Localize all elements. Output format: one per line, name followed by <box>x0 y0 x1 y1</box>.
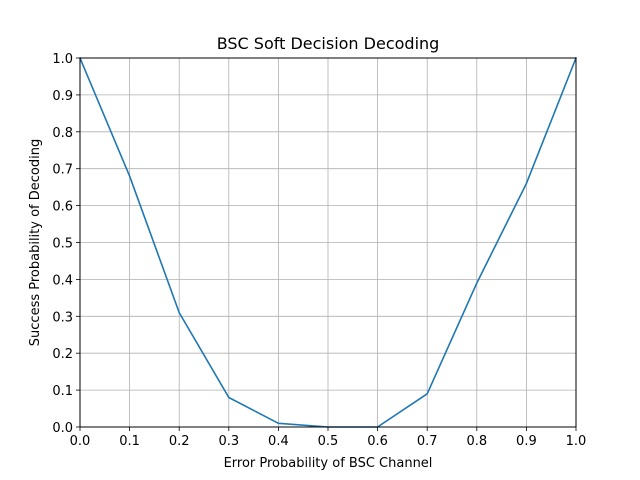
y-axis-label: Success Probability of Decoding <box>28 139 43 346</box>
y-tick-label: 1.0 <box>52 52 73 67</box>
x-tick-label: 0.9 <box>516 434 537 449</box>
x-tick-label: 0.1 <box>119 434 140 449</box>
x-tick-label: 1.0 <box>566 434 587 449</box>
x-tick-label: 0.2 <box>169 434 190 449</box>
y-tick-label: 0.3 <box>52 310 73 325</box>
y-tick-label: 0.2 <box>52 347 73 362</box>
x-tick-label: 0.7 <box>417 434 438 449</box>
y-tick-label: 0.6 <box>52 200 73 215</box>
x-tick-label: 0.8 <box>466 434 487 449</box>
x-tick-label: 0.5 <box>318 434 339 449</box>
x-tick-label: 0.0 <box>70 434 91 449</box>
y-tick-label: 0.1 <box>52 384 73 399</box>
y-tick-label: 0.0 <box>52 421 73 436</box>
y-tick-label: 0.5 <box>52 237 73 252</box>
x-tick-label: 0.3 <box>218 434 239 449</box>
y-tick-label: 0.4 <box>52 273 73 288</box>
y-tick-label: 0.8 <box>52 126 73 141</box>
y-tick-label: 0.7 <box>52 163 73 178</box>
y-tick-label: 0.9 <box>52 89 73 104</box>
y-tick-labels: 0.0 0.1 0.2 0.3 0.4 0.5 0.6 0.7 0.8 0.9 1.0 <box>52 52 73 436</box>
x-tick-label: 0.6 <box>367 434 388 449</box>
x-tick-labels: 0.0 0.1 0.2 0.3 0.4 0.5 0.6 0.7 0.8 0.9 1.0 <box>70 434 587 449</box>
tick-marks <box>76 57 577 431</box>
x-axis-label: Error Probability of BSC Channel <box>224 456 433 471</box>
x-tick-label: 0.4 <box>268 434 289 449</box>
chart-title: BSC Soft Decision Decoding <box>217 34 440 53</box>
